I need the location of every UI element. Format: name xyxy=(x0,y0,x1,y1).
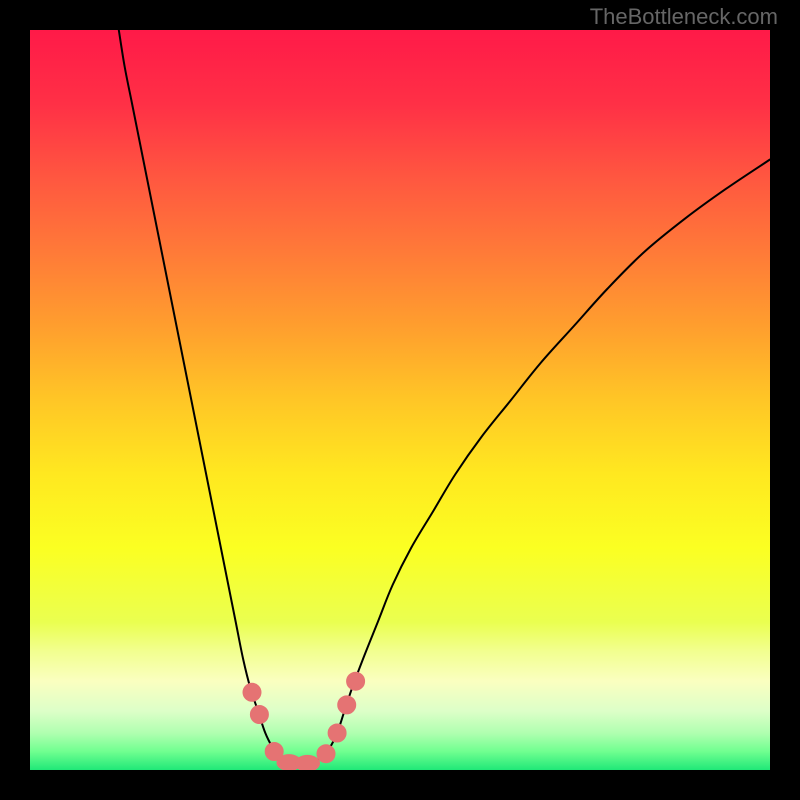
watermark-text: TheBottleneck.com xyxy=(590,4,778,30)
marker-point xyxy=(338,696,356,714)
marker-point xyxy=(243,683,261,701)
marker-point xyxy=(250,706,268,724)
marker-point xyxy=(317,745,335,763)
marker-point xyxy=(347,672,365,690)
chart-svg xyxy=(0,0,800,800)
plot-background xyxy=(30,30,770,770)
chart-container: { "figure": { "type": "line", "canvas": … xyxy=(0,0,800,800)
marker-point xyxy=(328,724,346,742)
marker-point xyxy=(296,755,320,771)
